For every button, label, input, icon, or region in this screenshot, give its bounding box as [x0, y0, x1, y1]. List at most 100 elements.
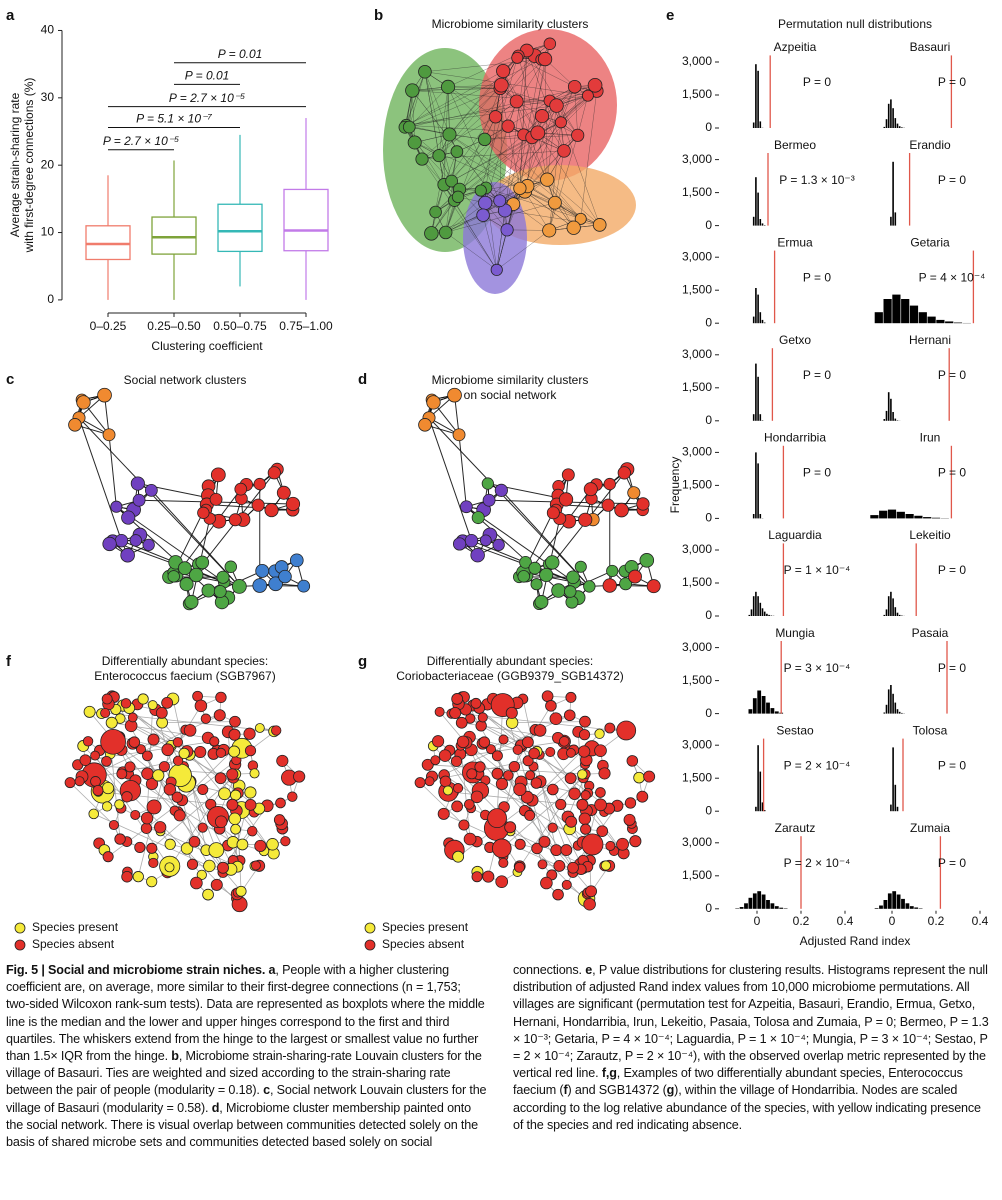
network-node	[130, 809, 141, 820]
panel-title: Zarautz	[775, 821, 816, 835]
histogram-bar	[883, 712, 886, 714]
network-edge	[406, 59, 542, 126]
network-node	[463, 832, 477, 846]
network-node	[583, 482, 598, 497]
histogram-bar	[768, 614, 770, 616]
histogram-bar	[748, 614, 751, 616]
histogram-bar	[883, 900, 888, 909]
network-node	[552, 888, 564, 901]
network-node	[152, 769, 165, 782]
network-node	[574, 560, 587, 573]
histogram-bar	[892, 891, 897, 909]
x-tick-label: 0	[754, 914, 761, 928]
caption-text: Fig. 5 | Social and microbiome strain ni…	[6, 963, 276, 977]
y-tick-label: 0	[705, 315, 712, 329]
network-node	[142, 538, 155, 552]
histogram-bar	[757, 891, 762, 909]
network-edge	[108, 434, 117, 507]
network-edge	[78, 417, 122, 541]
network-node	[236, 838, 249, 851]
network-node	[439, 775, 452, 788]
network-node	[434, 706, 445, 717]
network-node	[264, 503, 279, 518]
network-node	[470, 547, 485, 563]
network-node	[449, 707, 462, 720]
y-tick-label: 3,000	[682, 249, 712, 263]
network-edge	[409, 85, 596, 128]
histogram-bar	[892, 294, 901, 324]
network-node	[514, 861, 525, 873]
network-node	[542, 223, 557, 238]
histogram-bar	[927, 316, 936, 324]
network-node	[594, 744, 607, 757]
network-node	[565, 595, 579, 609]
p-value-label: P = 0	[803, 75, 831, 89]
histogram-bar	[945, 321, 954, 324]
network-node	[213, 709, 226, 722]
network-node	[442, 127, 457, 142]
p-value-label: P = 0	[938, 368, 966, 382]
histogram-bar	[883, 419, 886, 421]
network-node	[476, 208, 490, 222]
network-node	[470, 697, 482, 709]
network-node	[503, 770, 514, 781]
network-edge	[519, 43, 551, 189]
network-edge	[574, 86, 578, 136]
network-edge	[438, 84, 502, 156]
network-node	[566, 220, 581, 235]
network-node	[209, 492, 223, 506]
network-node	[561, 879, 572, 890]
network-node	[114, 833, 126, 845]
network-node	[578, 512, 593, 527]
network-edge	[443, 125, 509, 185]
network-node	[147, 700, 158, 710]
histogram-bar	[759, 771, 762, 812]
network-node	[121, 510, 136, 525]
network-node	[280, 836, 291, 847]
panel-letter: d	[358, 371, 367, 388]
significance-label: P = 0.01	[185, 69, 230, 83]
network-node	[581, 89, 594, 102]
network-node	[643, 770, 656, 783]
network-node	[540, 876, 553, 890]
y-tick-label: 1,500	[682, 282, 712, 296]
network-node	[491, 767, 504, 780]
network-node	[141, 767, 154, 780]
figure: a 0 10 20 30 40 0–0.25 0.25–0.50 0.50–0.75 0.75–1…	[6, 7, 989, 951]
histogram-bar	[874, 908, 879, 909]
y-axis-label: with first-degree connections (%)	[22, 78, 36, 254]
x-tick-label: 0	[889, 914, 896, 928]
network-node	[184, 594, 199, 610]
caption-text: , People with a higher clustering coeffi…	[6, 963, 485, 1064]
network-node	[534, 109, 550, 124]
network-node	[210, 878, 223, 891]
histogram-bar	[892, 747, 894, 812]
histogram-bar	[752, 216, 755, 226]
network-edge	[485, 88, 501, 188]
network-edge	[496, 210, 506, 270]
p-value-label: P = 2 × 10⁻⁴	[784, 758, 851, 772]
network-node	[405, 83, 420, 98]
y-axis-label: Average strain-sharing rate	[8, 92, 22, 237]
network-node	[452, 428, 466, 442]
network-edge	[448, 86, 501, 89]
network-node	[249, 768, 260, 779]
network-node	[501, 119, 515, 133]
network-edge	[524, 191, 600, 226]
network-node	[437, 807, 450, 820]
caption-text: ), within the village of Hondarribia. No…	[513, 1083, 981, 1132]
network-node	[128, 736, 141, 748]
network-node	[426, 395, 441, 410]
network-node	[545, 555, 560, 570]
network-node	[581, 833, 604, 856]
panel-title: Hernani	[909, 333, 951, 347]
network-node	[102, 428, 116, 442]
y-tick-label: 0	[705, 120, 712, 134]
network-node	[201, 583, 216, 598]
network-node	[482, 870, 495, 883]
y-tick-label: 3,000	[682, 152, 712, 166]
network-node	[144, 483, 158, 497]
network-edge	[412, 90, 415, 143]
network-node	[619, 577, 633, 591]
network-node	[216, 570, 230, 584]
